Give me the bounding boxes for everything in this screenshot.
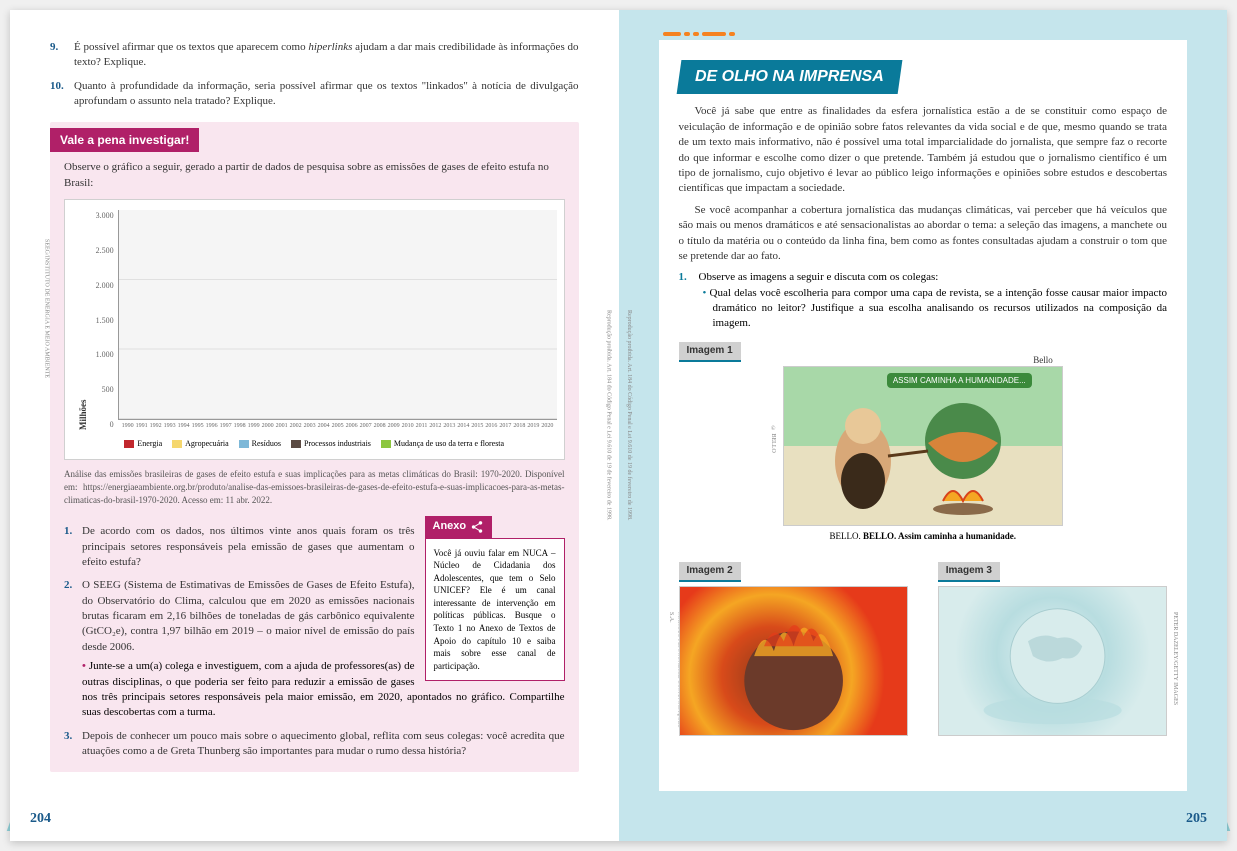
legend-item: Agropecuária: [172, 438, 229, 449]
paragraph-1: Você já sabe que entre as finalidades da…: [679, 104, 1168, 196]
share-icon: [470, 520, 484, 534]
question-10: 10. Quanto à profundidade da informação,…: [50, 79, 579, 110]
legend-item: Resíduos: [239, 438, 281, 449]
header-decoration: [663, 32, 735, 36]
page-right: DE OLHO NA IMPRENSA Você já sabe que ent…: [619, 10, 1228, 841]
page-left: 9. É possível afirmar que os textos que …: [10, 10, 619, 841]
image-1-block: Imagem 1 Bello © BELLO ASSIM CAMINHA A H…: [679, 332, 1168, 543]
y-axis-ticks: 3.0002.5002.0001.5001.0005000: [92, 210, 118, 430]
image-1-artist: Bello: [1033, 354, 1053, 367]
image-row: Imagem 2 MARCUS PENNA/ABRIL COMUNICAÇÕES…: [679, 552, 1168, 736]
investigate-box: Vale a pena investigar! Observe o gráfic…: [50, 122, 579, 772]
image-3-label: Imagem 3: [938, 562, 1000, 582]
page-number-left: 204: [30, 809, 51, 829]
anexo-box: Anexo Você já ouviu falar em NUCA – Núcl…: [425, 516, 565, 681]
legend-item: Energia: [124, 438, 162, 449]
right-bullet: Qual delas você escolheria para compor u…: [703, 286, 1168, 332]
sub-question-3: 3. Depois de conhecer um pouco mais sobr…: [64, 729, 565, 760]
chart-legend: Energia Agropecuária Resíduos Processos ind…: [75, 438, 554, 449]
right-question-1: 1. Observe as imagens a seguir e discuta…: [679, 270, 1168, 285]
emissions-chart: Milhões 3.0002.5002.0001.5001.0005000 19…: [64, 199, 565, 460]
reproduction-credit-right: Reprodução proibida. Art. 184 do Código …: [625, 310, 633, 520]
fire-globe-illustration: [680, 587, 907, 735]
cartoon-illustration: [793, 371, 1053, 521]
sub-question-1: 1. De acordo com os dados, nos últimos v…: [64, 524, 415, 570]
image-1-caption: BELLO. BELLO. Assim caminha a humanidade…: [783, 530, 1063, 543]
image-2-label: Imagem 2: [679, 562, 741, 582]
q-num: 10.: [50, 79, 74, 110]
image-3-credit: PETER DAZELEY/GETTY IMAGES: [1171, 612, 1179, 705]
legend-item: Mudança de uso da terra e floresta: [381, 438, 504, 449]
x-axis-labels: 1990199119921993199419951996199719981999…: [118, 420, 558, 430]
q-num: 9.: [50, 40, 74, 71]
image-3-block: Imagem 3 PETER DAZELEY/GETTY IMAGES: [938, 552, 1167, 736]
investigate-header: Vale a pena investigar!: [50, 128, 199, 153]
image-1-credit: © BELLO: [769, 426, 777, 453]
legend-item: Processos industriais: [291, 438, 371, 449]
ice-globe-illustration: [939, 587, 1166, 735]
section-header: DE OLHO NA IMPRENSA: [676, 60, 902, 94]
y-axis-label: Milhões: [75, 210, 92, 430]
sub-question-2: 2. O SEEG (Sistema de Estimativas de Emi…: [64, 578, 415, 655]
page-number-right: 205: [1186, 809, 1207, 829]
investigate-intro: Observe o gráfico a seguir, gerado a par…: [64, 160, 565, 191]
paragraph-2: Se você acompanhar a cobertura jornalíst…: [679, 203, 1168, 265]
image-2-block: Imagem 2 MARCUS PENNA/ABRIL COMUNICAÇÕES…: [679, 552, 908, 736]
chart-side-credit: SEEG/INSTITUTO DE ENERGIA E MEIO AMBIENT…: [42, 239, 50, 378]
cartoon-balloon: ASSIM CAMINHA A HUMANIDADE...: [887, 373, 1032, 388]
anexo-text: Você já ouviu falar em NUCA – Núcleo de …: [425, 538, 565, 682]
image-2: [679, 586, 908, 736]
image-1: ASSIM CAMINHA A HUMANIDADE...: [783, 366, 1063, 526]
q-text: É possível afirmar que os textos que apa…: [74, 40, 579, 71]
q-text: Quanto à profundidade da informação, ser…: [74, 79, 579, 110]
image-3: [938, 586, 1167, 736]
chart-caption: Análise das emissões brasileiras de gase…: [64, 468, 565, 506]
question-9: 9. É possível afirmar que os textos que …: [50, 40, 579, 71]
chart-bars: [118, 210, 558, 420]
reproduction-credit-left: Reprodução proibida. Art. 184 do Código …: [604, 310, 612, 520]
anexo-tab: Anexo: [425, 516, 493, 537]
image-1-label: Imagem 1: [679, 342, 741, 362]
